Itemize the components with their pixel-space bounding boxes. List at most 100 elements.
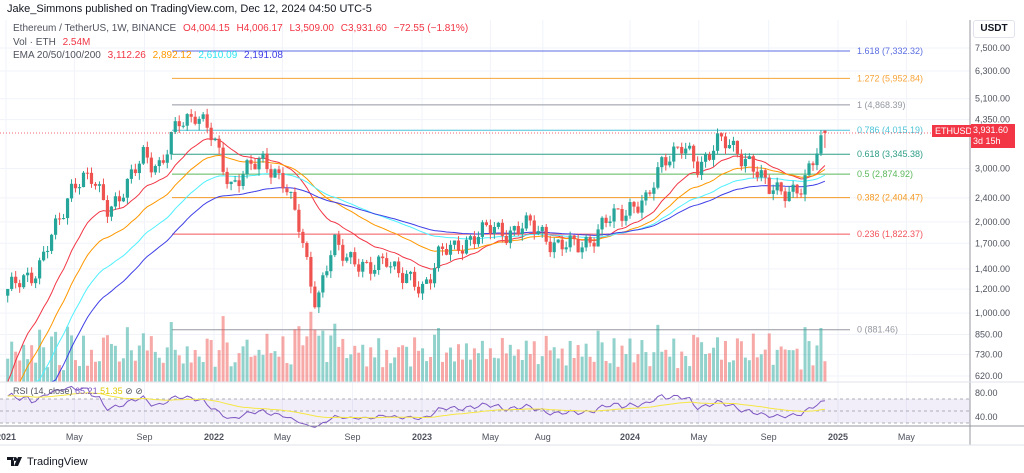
candle-body [341,244,345,261]
candle-body [249,160,253,164]
candle-body [464,239,469,254]
volume-bar [233,362,237,382]
volume-bar [680,351,684,382]
volume-label: Vol · ETH [13,37,56,48]
volume-bar [113,345,117,382]
volume-bar [261,354,265,382]
price-tick-label: 850.00 [975,329,1003,339]
candle-body [277,169,281,174]
volume-bar [508,344,512,382]
volume-bar [385,349,389,382]
volume-bar [157,357,161,382]
volume-bar [209,340,213,382]
volume-bar [85,365,89,382]
volume-bar [795,348,799,382]
candle-body [61,218,66,220]
volume-bar [361,344,365,382]
candle-body [751,156,755,172]
candle-body [660,157,664,168]
candle-body [153,166,157,173]
volume-bar [341,338,345,382]
volume-bar [644,352,648,382]
volume-bar [604,360,608,382]
ema50-line [7,154,826,383]
candle-body [10,276,14,289]
volume-legend[interactable]: Vol · ETH 2.54M [13,37,94,48]
rsi-legend[interactable]: RSI (14, close) 65.21 51.35 ⊘ ⊘ [13,386,143,397]
eye-off-icon[interactable]: ⊘ [125,386,133,396]
fib-retracement[interactable]: 1.618 (7,332.32) 1.272 (5,952.84) 1 (4,868… [172,46,923,335]
volume-bar [815,345,819,382]
candle-body [723,136,728,149]
volume-bar [50,336,54,382]
candle-body [281,173,285,189]
rsi-pane[interactable] [0,385,970,428]
price-tick-label: 1,400.00 [975,264,1010,274]
candle-body [357,264,361,272]
symbol-title: Ethereum / TetherUS, 1W, BINANCE [13,23,177,34]
volume-bar [54,331,58,382]
volume-bar [58,365,62,382]
candle-body [444,248,449,255]
price-tick-label: 2,000.00 [975,217,1010,227]
volume-bar [472,348,476,382]
volume-bar [500,338,504,382]
volume-bar [700,342,704,382]
candle-body [428,279,433,284]
price-tick-label: 6,300.00 [975,66,1010,76]
candle-body [353,252,357,265]
volume-bar [245,339,249,382]
candle-body [735,140,740,154]
volume-bar [141,333,145,382]
candle-body [101,184,106,201]
volume-bar [568,340,572,382]
candle-body [440,246,445,249]
candle-body [484,222,488,226]
logo-text: TradingView [27,456,88,468]
candle-body [221,147,225,172]
volume-bar [648,366,652,382]
candle-body [89,172,94,184]
candle-body [576,239,580,253]
volume-bar [97,361,101,382]
ohlc-high: H4,006.17 [236,23,283,34]
fib-level-label: 0 (881.46) [857,325,898,335]
candle-body [301,231,305,244]
candle-body [771,190,775,194]
volume-bar [445,352,449,382]
volume-bar [409,366,413,382]
volume-bar [93,361,97,382]
volume-bar [321,330,325,382]
candle-body [26,272,30,276]
candle-body [564,247,568,250]
candle-body [791,184,795,192]
volume-bar [309,311,313,382]
candle-body [237,180,241,187]
ohlc-low: L3,509.00 [289,23,334,34]
candle-body [731,140,736,146]
candle-body [65,198,70,219]
tradingview-logo[interactable]: TradingView [7,456,88,468]
ema-legend[interactable]: EMA 20/50/100/200 3,112.26 2,892.12 2,61… [13,50,287,61]
candle-body [397,261,401,274]
volume-bar [464,343,468,382]
candle-body [177,121,181,127]
candle-body [213,138,217,141]
time-tick-label: May [66,432,84,442]
candle-body [600,217,604,230]
volume-bar [775,349,779,382]
volume-bar [82,335,86,382]
candle-body [253,163,257,170]
candle-body [472,236,477,245]
currency-button[interactable]: USDT [973,20,1015,38]
candle-body [624,215,628,221]
candle-body [273,169,277,178]
volume-bar [600,342,604,382]
volume-bar [723,340,727,382]
volume-bar [101,337,105,382]
candle-body [145,147,149,158]
eye-off-icon[interactable]: ⊘ [135,386,143,396]
volume-bars [6,311,827,382]
symbol-legend[interactable]: Ethereum / TetherUS, 1W, BINANCE O4,004.… [13,23,472,34]
